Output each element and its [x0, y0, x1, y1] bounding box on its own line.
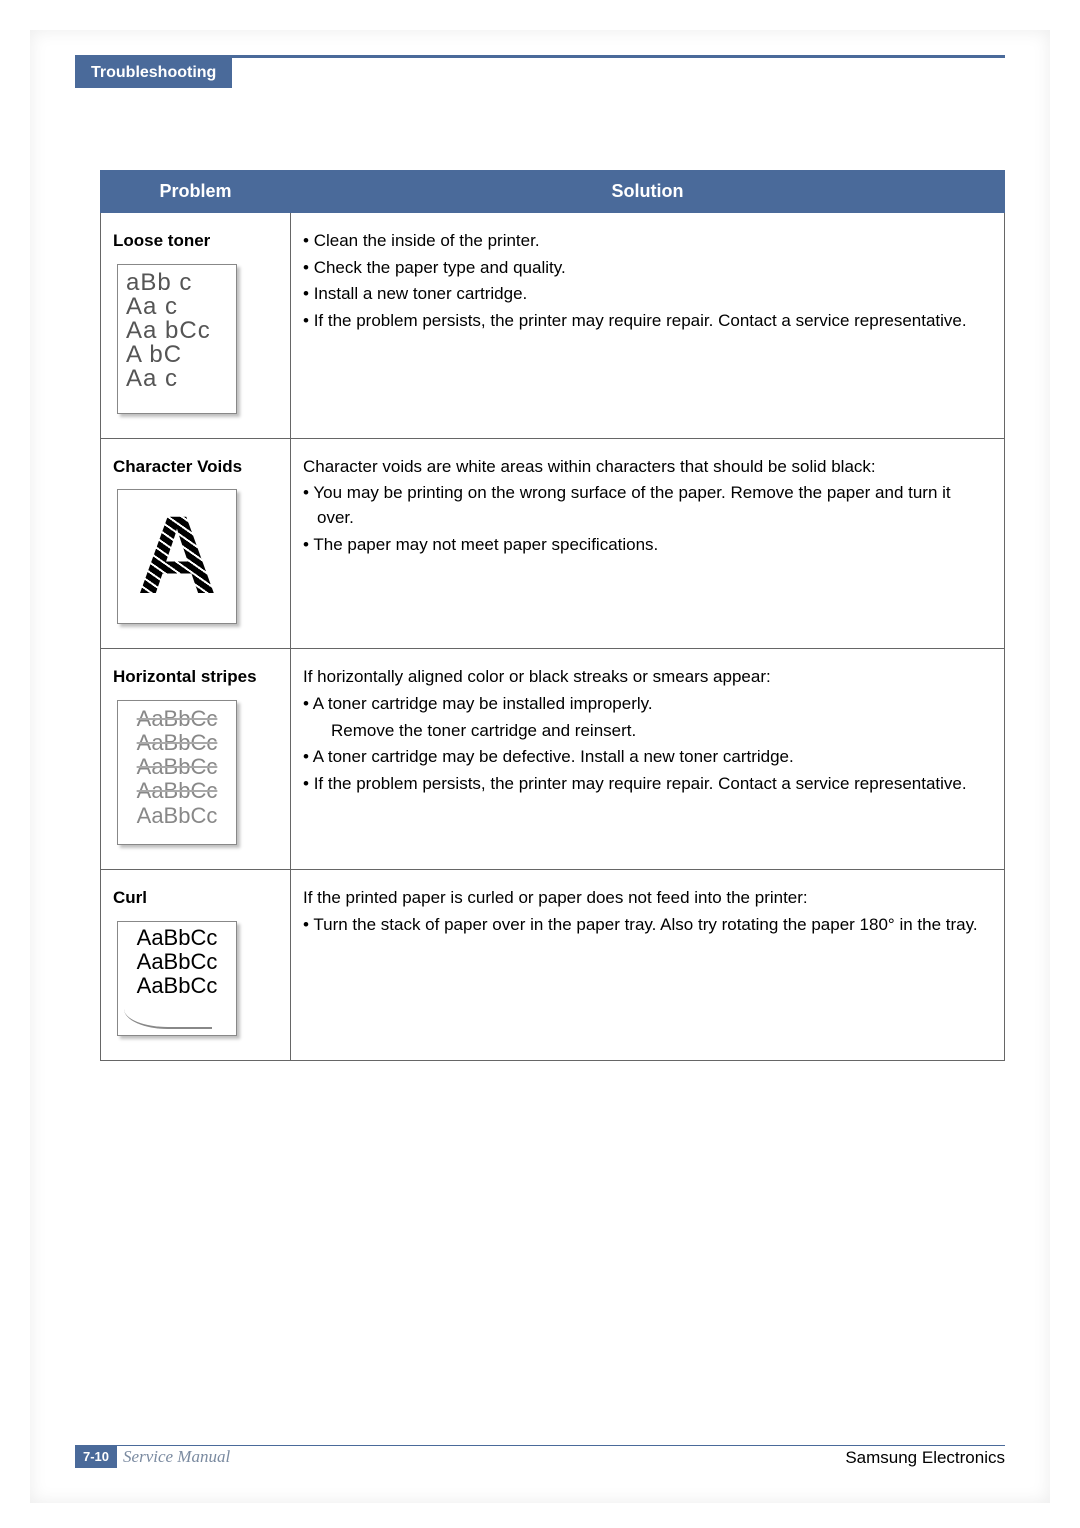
solution-bullet: The paper may not meet paper specificati… [303, 533, 992, 558]
solution-intro: If horizontally aligned color or black s… [303, 665, 992, 690]
manual-label: Service Manual [123, 1447, 230, 1467]
void-letter: A [137, 501, 216, 611]
company-name: Samsung Electronics [845, 1446, 1005, 1468]
diagram-line: AaBbCc [122, 950, 232, 974]
solution-intro: If the printed paper is curled or paper … [303, 886, 992, 911]
solution-bullet: If the problem persists, the printer may… [303, 309, 992, 334]
diagram-line: AaBbCc [122, 755, 232, 779]
diagram-line: Aa c [126, 367, 232, 391]
column-header-problem: Problem [101, 171, 291, 213]
solution-bullet: Turn the stack of paper over in the pape… [303, 913, 992, 938]
curl-edge-icon [124, 1009, 212, 1029]
problem-cell: Curl AaBbCc AaBbCc AaBbCc [101, 869, 291, 1060]
diagram-line: A bC [126, 343, 232, 367]
diagram-line: AaBbCc [122, 974, 232, 998]
solution-bullet: A toner cartridge may be installed impro… [303, 692, 992, 717]
diagram-line: AaBbCc [122, 804, 232, 828]
solution-cell: Character voids are white areas within c… [291, 438, 1005, 649]
problem-title: Character Voids [113, 455, 278, 480]
page-number-box: 7-10 Service Manual [75, 1445, 230, 1468]
solution-bullet: If the problem persists, the printer may… [303, 772, 992, 797]
solution-bullet: Install a new toner cartridge. [303, 282, 992, 307]
problem-cell: Horizontal stripes AaBbCc AaBbCc AaBbCc … [101, 649, 291, 870]
problem-title: Loose toner [113, 229, 278, 254]
curl-diagram: AaBbCc AaBbCc AaBbCc [117, 921, 237, 1036]
solution-bullet: Clean the inside of the printer. [303, 229, 992, 254]
page-footer: 7-10 Service Manual Samsung Electronics [75, 1445, 1005, 1468]
column-header-solution: Solution [291, 171, 1005, 213]
solution-intro: Character voids are white areas within c… [303, 455, 992, 480]
solution-continuation: Remove the toner cartridge and reinsert. [303, 719, 992, 744]
solution-cell: If the printed paper is curled or paper … [291, 869, 1005, 1060]
diagram-line: Aa bCc [126, 319, 232, 343]
table-row: Character Voids A Character voids are wh… [101, 438, 1005, 649]
solution-cell: If horizontally aligned color or black s… [291, 649, 1005, 870]
diagram-line: AaBbCc [122, 731, 232, 755]
page-header: Troubleshooting [75, 55, 1005, 88]
troubleshooting-table: Problem Solution Loose toner aBb c Aa c … [100, 170, 1005, 1061]
section-title: Troubleshooting [75, 58, 232, 88]
solution-cell: Clean the inside of the printer. Check t… [291, 213, 1005, 439]
loose-toner-diagram: aBb c Aa c Aa bCc A bC Aa c [117, 264, 237, 414]
diagram-line: AaBbCc [122, 926, 232, 950]
table-row: Loose toner aBb c Aa c Aa bCc A bC Aa c … [101, 213, 1005, 439]
diagram-line: AaBbCc [122, 779, 232, 803]
problem-cell: Character Voids A [101, 438, 291, 649]
horizontal-stripes-diagram: AaBbCc AaBbCc AaBbCc AaBbCc AaBbCc [117, 700, 237, 845]
character-void-diagram: A [117, 489, 237, 624]
problem-title: Curl [113, 886, 278, 911]
problem-title: Horizontal stripes [113, 665, 278, 690]
diagram-line: aBb c [126, 271, 232, 295]
page-number: 7-10 [75, 1445, 117, 1468]
solution-bullet: A toner cartridge may be defective. Inst… [303, 745, 992, 770]
table-row: Horizontal stripes AaBbCc AaBbCc AaBbCc … [101, 649, 1005, 870]
diagram-line: Aa c [126, 295, 232, 319]
problem-cell: Loose toner aBb c Aa c Aa bCc A bC Aa c [101, 213, 291, 439]
table-row: Curl AaBbCc AaBbCc AaBbCc If the printed… [101, 869, 1005, 1060]
solution-bullet: Check the paper type and quality. [303, 256, 992, 281]
content-region: Problem Solution Loose toner aBb c Aa c … [100, 170, 1005, 1061]
diagram-line: AaBbCc [122, 707, 232, 731]
solution-bullet: You may be printing on the wrong surface… [303, 481, 992, 530]
